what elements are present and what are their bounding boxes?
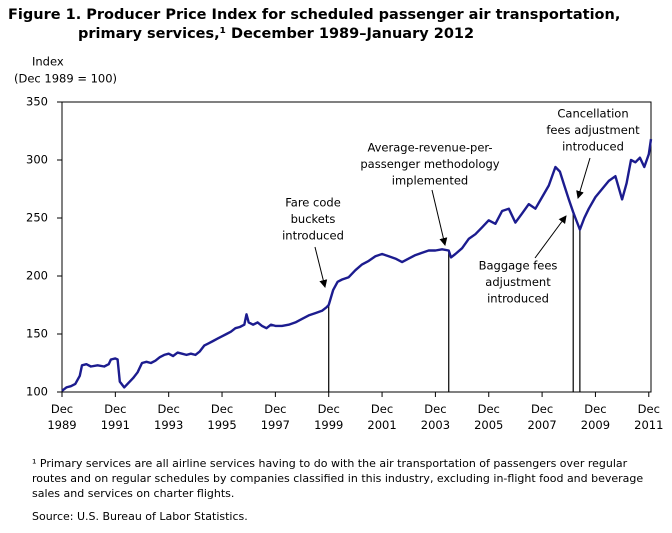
x-tick-label: Dec 2005	[474, 402, 503, 432]
annotation-arrow	[576, 157, 591, 199]
annotation: implemented	[392, 174, 468, 188]
x-tick-label: Dec 1995	[207, 402, 236, 432]
x-tick-label: Dec 1993	[154, 402, 183, 432]
x-tick-label: Dec 1997	[261, 402, 290, 432]
annotation: Baggage fees	[479, 259, 558, 273]
annotation: Average-revenue-per-	[367, 141, 492, 155]
plot-frame	[61, 101, 652, 393]
annotation-arrow	[314, 246, 328, 288]
y-tick-label: 100	[26, 385, 48, 399]
annotation-arrow	[431, 189, 448, 246]
x-tick-label: Dec 2007	[527, 402, 556, 432]
chart-title: Figure 1. Producer Price Index for sched…	[8, 7, 621, 42]
x-tick-label: Dec 2003	[421, 402, 450, 432]
annotation-arrow	[534, 215, 567, 259]
annotation: introduced	[487, 292, 549, 306]
annotation: introduced	[562, 140, 624, 154]
x-tick-label: Dec 2001	[367, 402, 396, 432]
annotation: Cancellation	[557, 107, 628, 121]
x-tick-label: Dec 1989	[47, 402, 76, 432]
x-tick-label: Dec 2009	[581, 402, 610, 432]
y-tick-label: 300	[26, 153, 48, 167]
y-axis-label: Index	[32, 55, 64, 69]
y-tick-label: 350	[26, 95, 48, 109]
annotation: adjustment	[485, 275, 551, 289]
line	[61, 138, 653, 392]
footnote: ¹ Primary services are all airline servi…	[32, 457, 644, 500]
x-tick-label: Dec 1991	[101, 402, 130, 432]
y-tick-label: 250	[26, 211, 48, 225]
y-tick-label: 150	[26, 327, 48, 341]
y-axis-label: (Dec 1989 = 100)	[14, 72, 117, 86]
annotation: buckets	[291, 212, 336, 226]
annotation: Fare code	[285, 196, 341, 210]
y-tick-label: 200	[26, 269, 48, 283]
annotation: fees adjustment	[546, 123, 640, 137]
annotation: introduced	[282, 229, 344, 243]
source: Source: U.S. Bureau of Labor Statistics.	[32, 510, 248, 523]
annotation: passenger methodology	[360, 157, 499, 171]
x-tick-label: Dec 2011	[634, 402, 663, 432]
x-tick-label: Dec 1999	[314, 402, 343, 432]
